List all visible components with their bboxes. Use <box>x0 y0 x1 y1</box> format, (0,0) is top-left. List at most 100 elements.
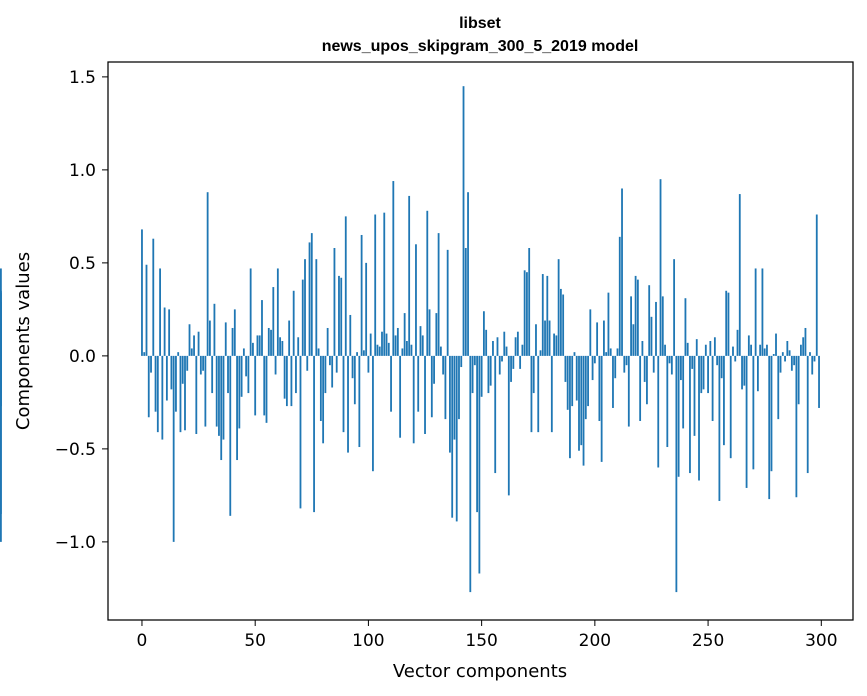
bar-234 <box>670 355 673 375</box>
bar-286 <box>788 350 791 356</box>
bar-155 <box>492 341 494 356</box>
bar-30 <box>208 320 211 356</box>
bar-160 <box>503 331 506 356</box>
bar-114 <box>399 355 402 438</box>
bar-226 <box>652 355 655 373</box>
bar-263 <box>736 329 739 356</box>
bar-113 <box>396 327 399 356</box>
bar-102 <box>372 355 374 472</box>
bar-112 <box>394 335 397 356</box>
bar-206 <box>607 292 610 356</box>
bar-210 <box>616 348 619 356</box>
bar-79 <box>319 355 322 421</box>
bar-203 <box>600 355 603 462</box>
bar-181 <box>550 355 553 433</box>
bar-undefined <box>0 355 2 514</box>
y-tick-label: 1.0 <box>69 161 96 181</box>
bar-53 <box>261 300 263 356</box>
bar-108 <box>385 333 388 356</box>
bar-265 <box>741 355 743 390</box>
bar-277 <box>768 355 771 500</box>
bar-276 <box>766 344 768 356</box>
bar-192 <box>575 355 578 401</box>
bar-264 <box>738 194 741 356</box>
bar-191 <box>573 352 576 356</box>
bar-70 <box>299 355 302 509</box>
bar-69 <box>297 337 300 356</box>
chart-title-line-1: libset <box>459 15 501 32</box>
bar-141 <box>460 355 463 368</box>
bar-185 <box>559 288 562 356</box>
bar-232 <box>666 355 669 448</box>
bar-88 <box>340 277 343 356</box>
bar-149 <box>478 355 481 574</box>
bar-165 <box>514 337 517 356</box>
bar-47 <box>247 355 250 394</box>
bar-258 <box>725 290 728 356</box>
bar-5 <box>152 238 155 356</box>
bar-0 <box>141 229 143 356</box>
x-axis-ticks: 0 50 100 150 200 250 300 <box>137 620 838 651</box>
bar-168 <box>521 344 524 356</box>
bar-9 <box>161 355 164 440</box>
bar-267 <box>745 355 748 488</box>
bar-32 <box>213 303 216 356</box>
bar-251 <box>709 341 712 356</box>
bar-239 <box>682 355 685 429</box>
bar-220 <box>639 355 642 421</box>
bar-130 <box>435 313 438 356</box>
bar-271 <box>754 268 757 356</box>
bar-230 <box>661 296 664 356</box>
bar-28 <box>204 355 207 427</box>
bar-259 <box>727 292 730 356</box>
bar-7 <box>156 355 159 433</box>
bar-266 <box>743 355 746 386</box>
bar-46 <box>245 355 248 377</box>
bar-219 <box>636 279 639 356</box>
bar-61 <box>279 337 281 356</box>
bar-237 <box>677 355 680 477</box>
bar-189 <box>569 355 571 459</box>
bar-223 <box>646 355 648 405</box>
bar-285 <box>786 341 789 356</box>
bar-50 <box>254 355 257 416</box>
bar-172 <box>530 355 533 433</box>
bar-36 <box>222 355 225 440</box>
bar-299 <box>818 355 820 408</box>
bar-217 <box>632 324 635 356</box>
bar-121 <box>415 244 417 356</box>
bar-135 <box>446 249 449 356</box>
bar-103 <box>374 214 377 356</box>
bar-221 <box>641 341 644 356</box>
bar-59 <box>274 355 277 375</box>
bar-278 <box>770 355 773 472</box>
bar-93 <box>351 355 354 379</box>
bar-138 <box>453 355 456 440</box>
bar-110 <box>390 355 392 412</box>
bar-215 <box>627 355 630 427</box>
bar-19 <box>184 355 186 431</box>
bar-92 <box>349 314 352 356</box>
bar-64 <box>285 355 288 407</box>
bar-176 <box>539 350 542 356</box>
x-tick-label: 100 <box>352 631 384 651</box>
bar-147 <box>473 355 476 366</box>
bar-194 <box>580 355 583 446</box>
bar-44 <box>240 355 243 397</box>
y-tick-label: 0.0 <box>69 347 96 367</box>
bar-156 <box>494 355 497 474</box>
bar-105 <box>378 346 381 356</box>
bar-123 <box>419 326 422 356</box>
x-tick-label: 250 <box>692 631 724 651</box>
x-tick-label: 50 <box>244 631 266 651</box>
bar-157 <box>496 337 499 356</box>
bar-104 <box>376 344 379 356</box>
bar-250 <box>707 355 709 394</box>
bar-187 <box>564 355 567 382</box>
y-tick-label: −1.0 <box>55 533 96 553</box>
bar-207 <box>609 348 612 356</box>
bar-111 <box>392 181 395 356</box>
bar-158 <box>498 355 501 375</box>
bar-270 <box>752 355 755 470</box>
bar-162 <box>507 355 510 496</box>
